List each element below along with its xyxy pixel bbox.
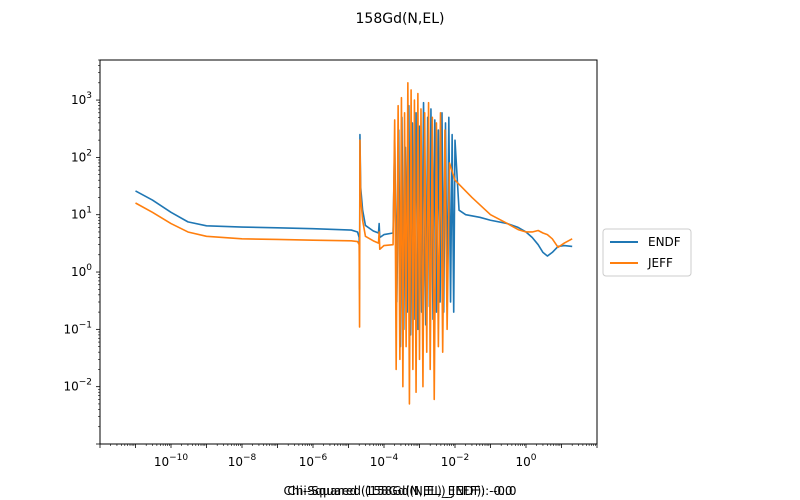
x-tick-label: 10−4 [370, 453, 399, 469]
legend-label-endf: ENDF [648, 235, 681, 249]
x-tick-label: 10−8 [228, 453, 257, 469]
footer-chi-squared: Chi-Squared (158Gd(N,EL)_ENDF): -0.0 Chi… [284, 484, 517, 498]
y-tick-label: 100 [71, 263, 92, 279]
plot-area [99, 59, 598, 445]
x-axis: 10−10 10−8 10−6 10−4 10−2 100 [99, 444, 598, 469]
y-tick-label: 10−1 [63, 320, 92, 336]
legend: ENDF JEFF [602, 228, 692, 277]
footer-chi-squared-jeff: Chi-Squared (158Gd(N,EL)_JEFF): -0.0 [287, 484, 512, 498]
x-tick-label: 100 [515, 453, 536, 469]
y-tick-label: 10−2 [63, 378, 92, 394]
chart-title: 158Gd(N,EL) [356, 11, 445, 27]
y-tick-label: 102 [71, 148, 92, 164]
legend-frame [602, 228, 692, 277]
x-tick-label: 10−6 [299, 453, 328, 469]
x-tick-label: 10−2 [441, 453, 470, 469]
y-tick-label: 103 [71, 91, 92, 107]
legend-label-jeff: JEFF [647, 256, 673, 270]
series-layer [135, 82, 573, 405]
plot-frame [99, 59, 598, 445]
y-axis: 10−2 10−1 100 101 102 103 [63, 59, 100, 445]
y-tick-label: 101 [71, 206, 92, 222]
footer-chi-squared-endf: Chi-Squared (158Gd(N,EL)_ENDF): -0.0 [284, 484, 517, 498]
series-line-jeff [135, 82, 573, 405]
x-tick-label: 10−10 [154, 453, 189, 469]
series-line-endf [135, 101, 573, 348]
